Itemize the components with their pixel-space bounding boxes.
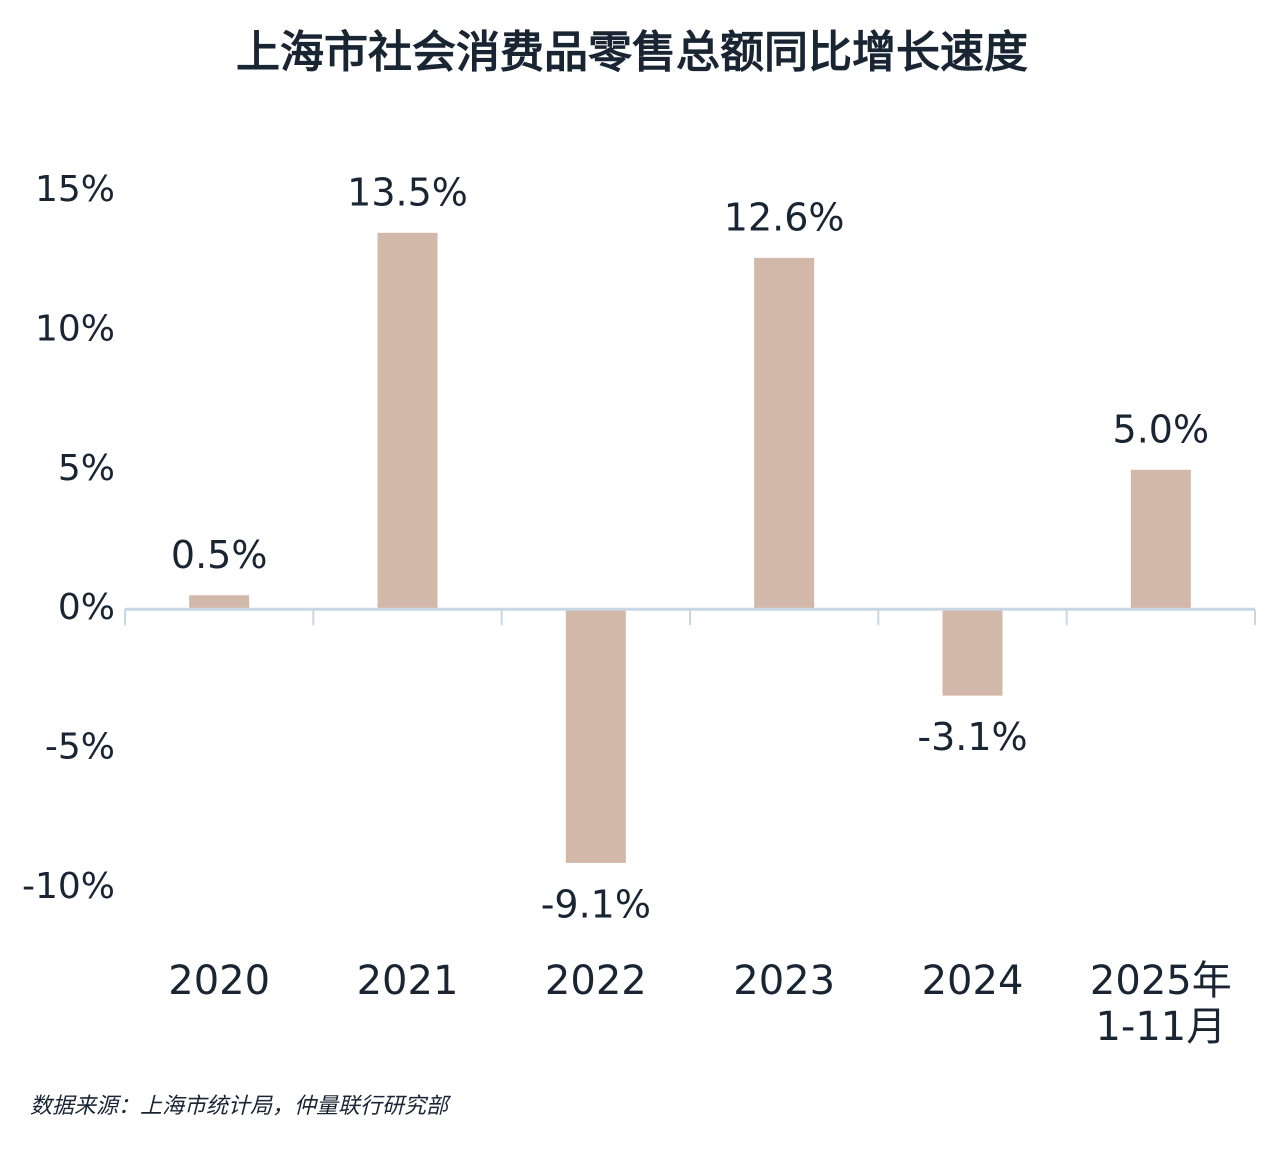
value-label: -9.1%: [541, 882, 651, 926]
y-tick-label: 0%: [58, 587, 115, 628]
x-tick-label: 2023: [733, 958, 836, 1004]
x-tick-label: 2020: [168, 958, 271, 1004]
bar: [189, 595, 250, 610]
y-tick-label: 10%: [35, 308, 115, 349]
y-tick-label: 15%: [35, 169, 115, 210]
x-tick-label: 2021: [356, 958, 459, 1004]
value-label: 13.5%: [347, 170, 468, 214]
y-tick-label: -10%: [22, 866, 115, 907]
value-label: 0.5%: [171, 533, 268, 577]
bar: [942, 609, 1003, 696]
bar: [754, 257, 815, 610]
source-note: 数据来源：上海市统计局，仲量联行研究部: [30, 1094, 452, 1119]
x-tick-label: 2024: [921, 958, 1024, 1004]
x-tick-label: 2022: [544, 958, 647, 1004]
bar: [377, 232, 438, 610]
y-tick-label: -5%: [45, 727, 115, 768]
bar: [565, 609, 626, 863]
value-label: 12.6%: [724, 195, 845, 239]
x-tick-label: 2025年 1-11月: [1089, 958, 1232, 1050]
value-label: -3.1%: [917, 715, 1027, 759]
y-tick-label: 5%: [58, 448, 115, 489]
value-label: 5.0%: [1113, 407, 1210, 451]
bar: [1130, 469, 1191, 610]
chart-title: 上海市社会消费品零售总额同比增长速度: [236, 27, 1028, 78]
